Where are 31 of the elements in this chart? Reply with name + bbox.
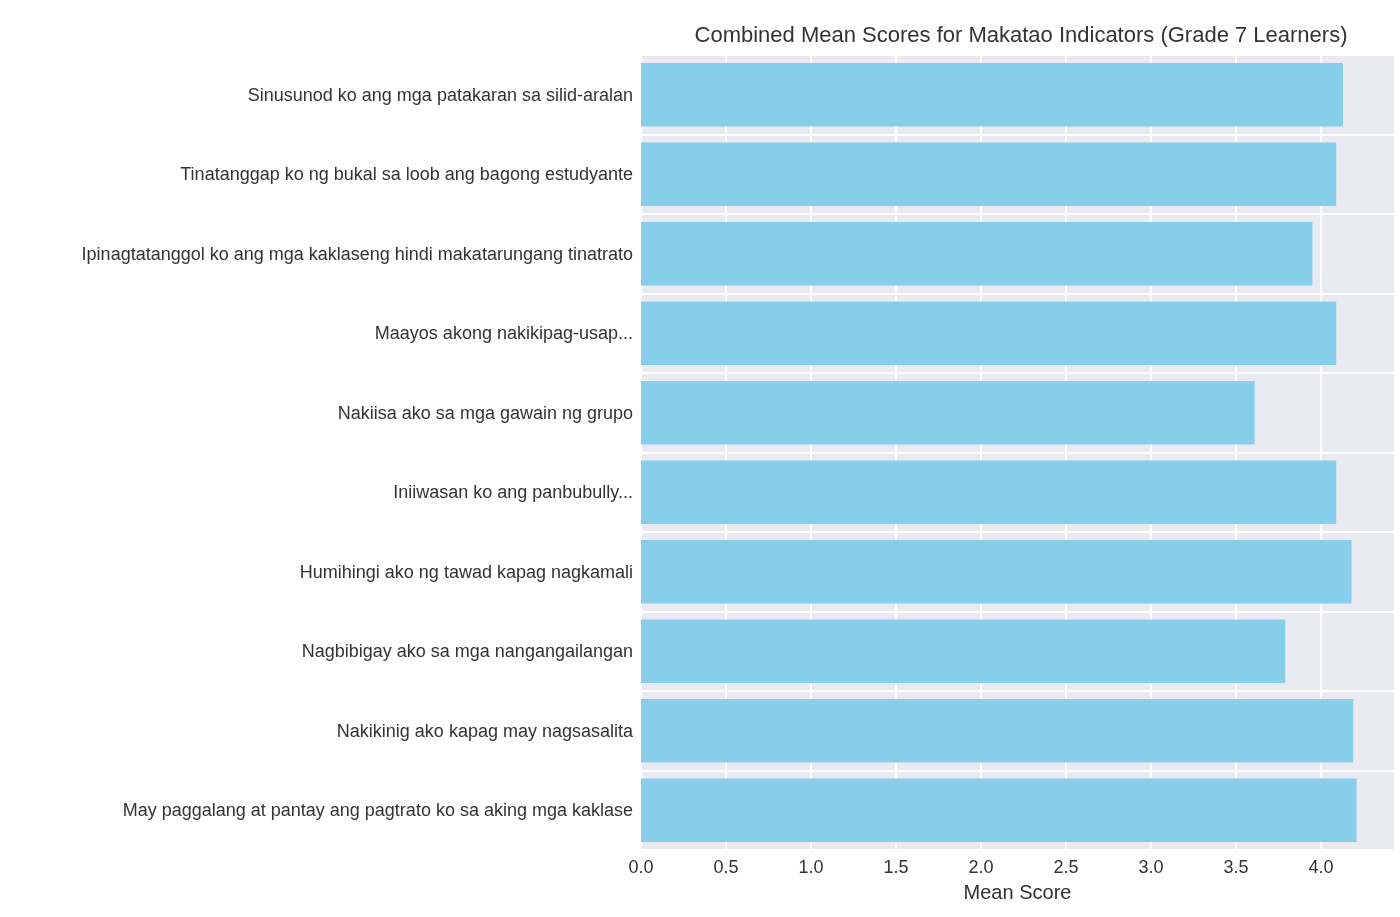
bar — [641, 778, 1357, 843]
y-tick-label: Ipinagtatanggol ko ang mga kaklaseng hindi makatarungang tinatrato — [81, 243, 633, 264]
bar — [641, 221, 1313, 286]
x-tick-label: 3.0 — [1138, 857, 1164, 877]
bar — [641, 142, 1337, 207]
bar — [641, 460, 1337, 525]
x-tick-label: 4.0 — [1308, 857, 1334, 877]
bar — [641, 301, 1337, 366]
bar — [641, 619, 1286, 684]
bar — [641, 62, 1344, 127]
y-tick-label: Sinusunod ko ang mga patakaran sa silid-aralan — [247, 84, 633, 105]
x-tick-label: 1.5 — [883, 857, 909, 877]
x-tick-label: 0.0 — [628, 857, 654, 877]
chart-title: Combined Mean Scores for Makatao Indicators (Grade 7 Learners) — [694, 21, 1348, 47]
x-tick-label: 3.5 — [1223, 857, 1249, 877]
bar — [641, 380, 1255, 445]
y-tick-label: Iniiwasan ko ang panbubully... — [393, 482, 633, 503]
y-tick-label: Tinatanggap ko ng bukal sa loob ang bagong estudyante — [180, 164, 633, 185]
x-axis-title: Mean Score — [963, 881, 1072, 903]
x-tick-label: 1.0 — [798, 857, 824, 877]
x-tick-label: 2.0 — [968, 857, 994, 877]
y-tick-label: Nakikinig ako kapag may nagsasalita — [336, 720, 634, 741]
bar — [641, 539, 1352, 604]
y-tick-label: May paggalang at pantay ang pagtrato ko sa aking mga kaklase — [122, 800, 633, 821]
y-tick-label: Humihingi ako ng tawad kapag nagkamali — [299, 561, 633, 582]
x-tick-label: 0.5 — [713, 857, 739, 877]
x-tick-label: 2.5 — [1053, 857, 1079, 877]
y-tick-label: Nakiisa ako sa mga gawain ng grupo — [337, 402, 633, 423]
bar — [641, 698, 1354, 763]
y-tick-label: Nagbibigay ako sa mga nangangailangan — [301, 641, 633, 662]
y-tick-label: Maayos akong nakikipag-usap... — [374, 323, 633, 344]
